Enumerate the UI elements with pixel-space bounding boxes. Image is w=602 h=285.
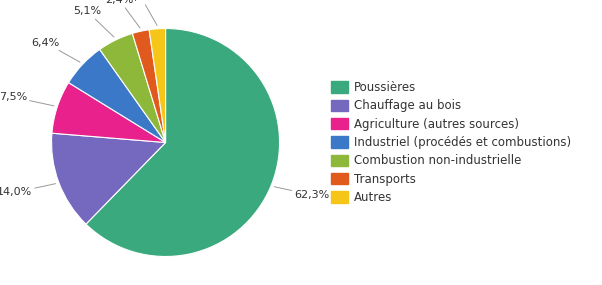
Wedge shape: [52, 133, 166, 224]
Wedge shape: [86, 28, 279, 256]
Legend: Poussières, Chauffage au bois, Agriculture (autres sources), Industriel (procédé: Poussières, Chauffage au bois, Agricultu…: [328, 79, 574, 206]
Text: 5,1%: 5,1%: [73, 7, 114, 37]
Wedge shape: [149, 28, 166, 142]
Text: 6,4%: 6,4%: [31, 38, 80, 62]
Text: 2,4%: 2,4%: [105, 0, 140, 28]
Text: 62,3%: 62,3%: [275, 187, 330, 200]
Text: 2,3%: 2,3%: [127, 0, 157, 25]
Wedge shape: [69, 49, 166, 142]
Wedge shape: [132, 30, 166, 142]
Wedge shape: [100, 33, 166, 142]
Text: 7,5%: 7,5%: [0, 92, 54, 106]
Wedge shape: [52, 83, 166, 142]
Text: 14,0%: 14,0%: [0, 184, 55, 198]
